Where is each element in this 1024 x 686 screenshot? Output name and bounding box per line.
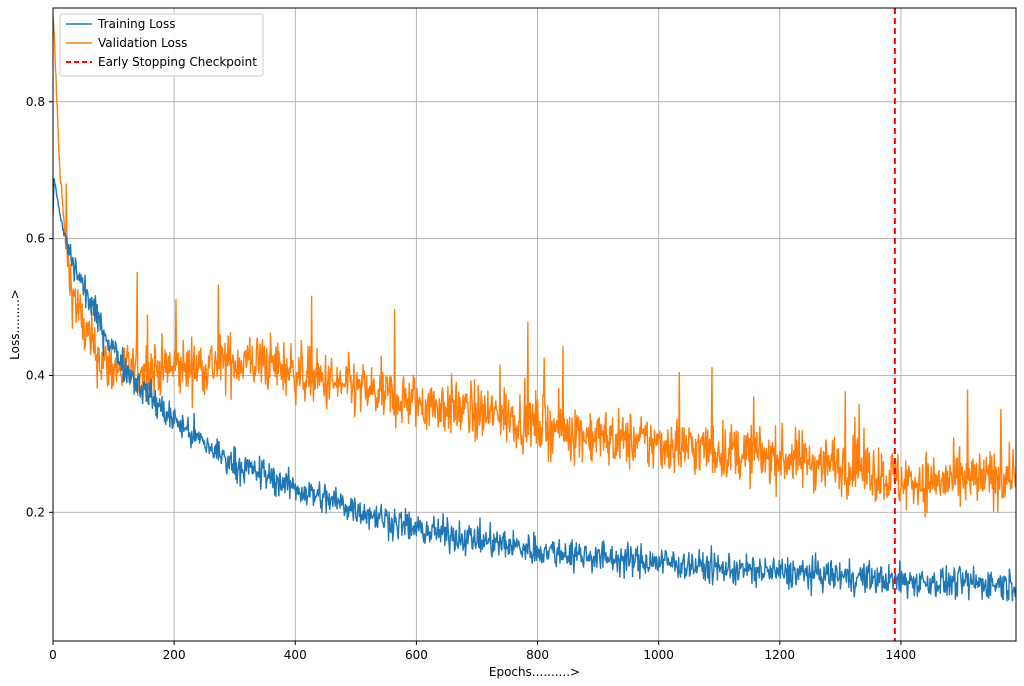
legend: Training Loss Validation Loss Early Stop… (59, 13, 264, 77)
y-tick-label: 0.6 (26, 232, 45, 246)
legend-label-early-stopping: Early Stopping Checkpoint (98, 55, 257, 69)
x-tick-label: 400 (284, 648, 307, 662)
legend-label-training-loss: Training Loss (97, 17, 175, 31)
x-tick-label: 200 (163, 648, 186, 662)
x-tick-label: 800 (526, 648, 549, 662)
grid (52, 8, 1016, 641)
plot-frame (52, 7, 1017, 642)
y-axis-label: Loss.........> (8, 289, 22, 360)
x-tick-label: 0 (49, 648, 57, 662)
series-layer (53, 15, 1016, 602)
x-tick-label: 1200 (765, 648, 796, 662)
x-tick-label: 600 (405, 648, 428, 662)
y-tick-label: 0.4 (26, 368, 45, 382)
legend-box (59, 13, 264, 77)
series-line-validation-loss (53, 15, 1016, 518)
y-tick-label: 0.8 (26, 95, 45, 109)
x-tick-label: 1400 (886, 648, 917, 662)
legend-label-validation-loss: Validation Loss (98, 36, 187, 50)
series-line-training-loss (53, 178, 1016, 602)
y-tick-label: 0.2 (26, 505, 45, 519)
x-tick-label: 1000 (643, 648, 674, 662)
x-axis-label: Epochs..........> (489, 665, 580, 679)
ticks: 0 200 400 600 800 1000 1200 1400 0.2 0.4 0.6 0.8 (26, 95, 916, 662)
